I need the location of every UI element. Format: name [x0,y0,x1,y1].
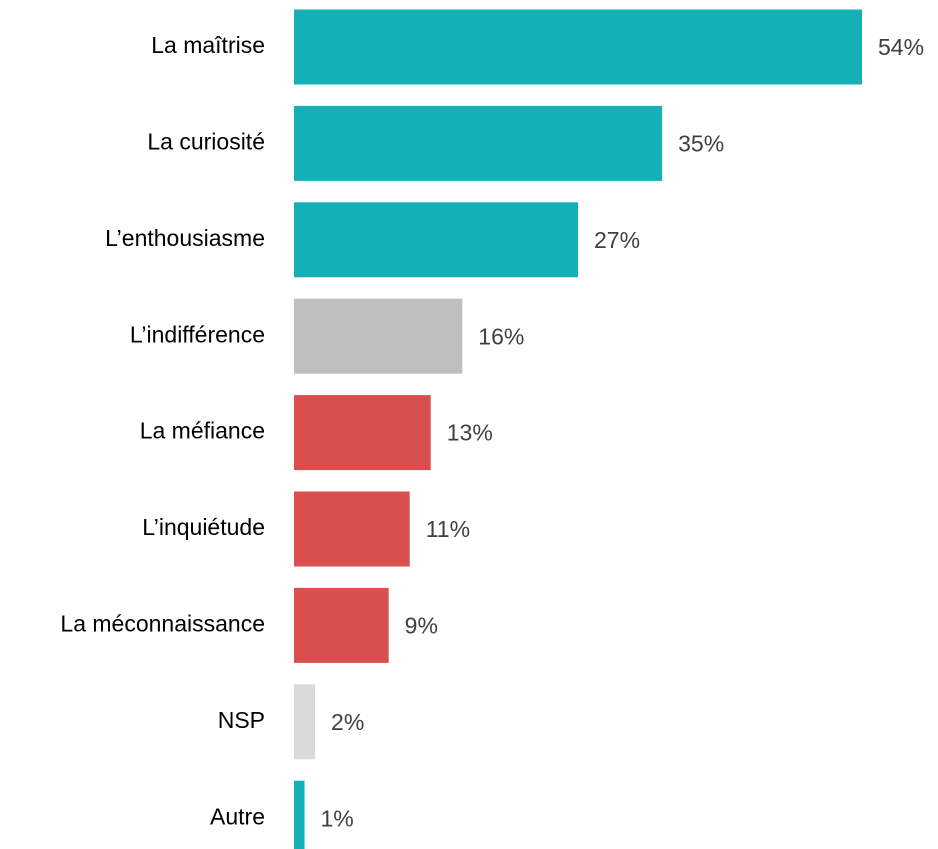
category-label: La méconnaissance [60,610,265,636]
bar [294,9,862,85]
value-label: 11% [426,516,470,542]
category-label: La méfiance [140,418,265,444]
value-label: 2% [331,709,364,735]
value-label: 35% [678,130,724,156]
bar [294,202,578,278]
bar [294,395,431,471]
bar [294,105,663,181]
value-label: 1% [321,805,354,831]
category-label: L’indifférence [130,321,265,347]
category-label: NSP [218,707,265,733]
bar [294,298,463,374]
value-label: 13% [447,420,493,446]
category-label: La maîtrise [151,32,265,58]
value-label: 27% [594,227,640,253]
value-label: 54% [878,34,924,60]
bar [294,780,305,849]
value-label: 16% [478,323,524,349]
category-label: La curiosité [147,128,265,154]
category-label: Autre [210,803,265,829]
category-label: L’enthousiasme [105,225,265,251]
bar [294,587,389,663]
bar [294,684,316,760]
bar [294,491,410,567]
category-label: L’inquiétude [142,514,265,540]
value-label: 9% [405,612,438,638]
